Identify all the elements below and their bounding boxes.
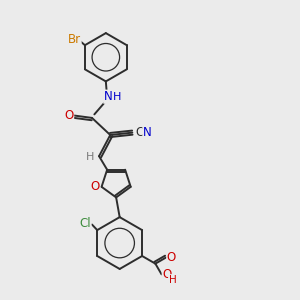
Text: H: H (169, 275, 176, 285)
Text: C: C (135, 126, 143, 139)
Text: H: H (113, 92, 121, 102)
Text: Cl: Cl (80, 218, 91, 230)
Text: O: O (167, 251, 176, 264)
Text: Br: Br (68, 33, 81, 46)
Text: N: N (143, 126, 152, 139)
Text: O: O (91, 180, 100, 193)
Text: O: O (64, 109, 74, 122)
Text: O: O (162, 268, 172, 281)
Text: N: N (104, 90, 112, 103)
Text: H: H (86, 152, 94, 162)
